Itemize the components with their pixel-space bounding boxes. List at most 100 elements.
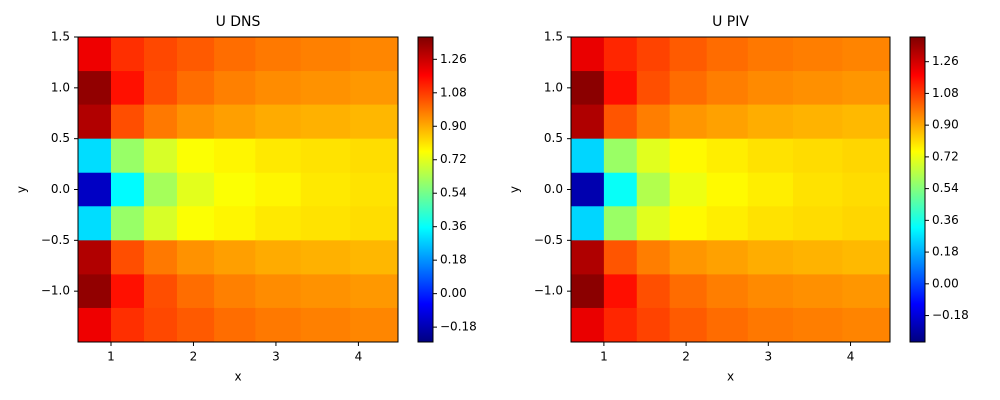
cell: [255, 307, 302, 342]
cell: [214, 138, 256, 174]
cell: [143, 71, 178, 106]
cell: [350, 206, 398, 241]
cell: [350, 274, 398, 309]
y-label: y: [15, 186, 29, 193]
x-tick-label: 2: [190, 350, 198, 364]
cell: [143, 307, 178, 342]
cell: [78, 307, 112, 342]
cell: [636, 240, 671, 275]
cell: [255, 172, 302, 207]
cell: [669, 240, 708, 275]
cell: [669, 307, 708, 342]
cell: [214, 71, 256, 106]
cell: [214, 206, 256, 241]
cell: [571, 206, 605, 241]
colorbar-tick-label: 1.26: [932, 54, 959, 68]
cell: [636, 206, 671, 241]
cell: [300, 138, 351, 174]
cell: [350, 172, 398, 207]
cell: [706, 274, 749, 309]
x-tick-label: 2: [682, 350, 690, 364]
cell: [706, 240, 749, 275]
cell: [176, 138, 215, 174]
cell: [350, 37, 398, 72]
cell: [669, 71, 708, 106]
y-tick-label: 1.5: [544, 30, 563, 44]
field: [571, 37, 890, 342]
colorbar-tick-label: 0.54: [932, 181, 959, 195]
cell: [706, 104, 749, 140]
cell: [255, 138, 302, 174]
cell: [571, 274, 605, 309]
x-tick-label: 3: [272, 350, 280, 364]
cell: [603, 240, 638, 275]
x-label: x: [727, 370, 734, 384]
x-tick-label: 4: [847, 350, 855, 364]
cell: [636, 37, 671, 72]
cell: [255, 206, 302, 241]
cell: [143, 274, 178, 309]
cell: [350, 104, 398, 140]
cell: [255, 274, 302, 309]
title: U PIV: [712, 14, 749, 30]
y-label: y: [508, 186, 522, 193]
colorbar-tick-label: 0.18: [932, 245, 959, 259]
cell: [792, 274, 843, 309]
cell: [792, 104, 843, 140]
cell: [842, 172, 890, 207]
cell: [842, 307, 890, 342]
cell: [603, 274, 638, 309]
x-tick-label: 4: [355, 350, 363, 364]
cell: [350, 307, 398, 342]
title: U DNS: [216, 14, 261, 30]
cell: [603, 307, 638, 342]
cell: [747, 206, 794, 241]
cell: [571, 138, 605, 174]
cell: [842, 37, 890, 72]
y-tick-label: −1.0: [534, 284, 563, 298]
cell: [214, 172, 256, 207]
y-tick-label: 0.5: [51, 131, 70, 145]
cell: [110, 307, 145, 342]
field: [78, 37, 398, 342]
colorbar-tick-label: 1.08: [932, 86, 959, 100]
cell: [636, 138, 671, 174]
cell: [143, 172, 178, 207]
cell: [300, 307, 351, 342]
cell: [214, 240, 256, 275]
cell: [214, 307, 256, 342]
cell: [214, 37, 256, 72]
y-tick-label: 0.5: [544, 131, 563, 145]
x-tick-label: 1: [600, 350, 608, 364]
cell: [747, 274, 794, 309]
cell: [255, 240, 302, 275]
colorbar-tick-label: 0.00: [932, 276, 959, 290]
cell: [706, 71, 749, 106]
cell: [143, 104, 178, 140]
cell: [636, 274, 671, 309]
x-tick-label: 3: [764, 350, 772, 364]
cell: [176, 274, 215, 309]
cell: [110, 71, 145, 106]
cell: [792, 240, 843, 275]
cell: [350, 138, 398, 174]
cell: [747, 138, 794, 174]
cell: [176, 172, 215, 207]
cell: [110, 206, 145, 241]
cell: [842, 274, 890, 309]
cell: [300, 240, 351, 275]
cell: [747, 172, 794, 207]
cell: [300, 172, 351, 207]
cell: [842, 138, 890, 174]
cell: [571, 172, 605, 207]
cell: [110, 274, 145, 309]
cell: [571, 37, 605, 72]
cell: [78, 240, 112, 275]
cell: [792, 307, 843, 342]
y-tick-label: −0.5: [41, 233, 70, 247]
cell: [842, 206, 890, 241]
cell: [110, 37, 145, 72]
y-tick-label: 1.0: [544, 80, 563, 94]
colorbar-tick-label: 0.36: [932, 213, 959, 227]
